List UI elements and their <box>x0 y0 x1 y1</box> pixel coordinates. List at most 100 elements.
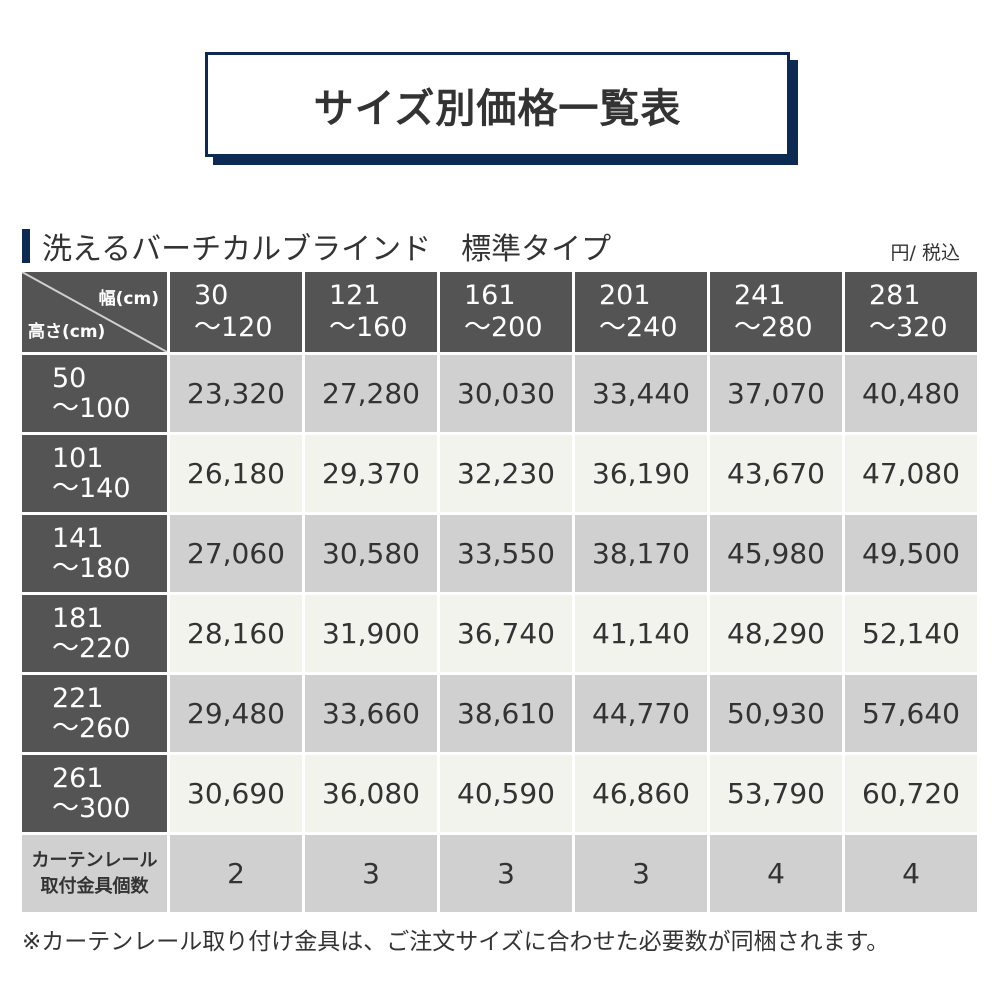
price-cell: 44,770 <box>575 675 707 752</box>
width-to: ～320 <box>869 312 948 343</box>
height-from: 261 <box>52 762 104 794</box>
footnote: ※カーテンレール取り付け金具は、ご注文サイズに合わせた必要数が同梱されます。 <box>22 929 890 955</box>
bracket-count-cell: 3 <box>305 835 437 912</box>
label-line: 取付金具個数 <box>40 875 149 897</box>
price-cell: 30,030 <box>440 355 572 432</box>
height-to: ～100 <box>52 392 131 424</box>
height-from: 141 <box>52 522 104 554</box>
width-from: 281 <box>869 280 921 311</box>
price-cell: 46,860 <box>575 755 707 832</box>
column-header: 161 ～200 <box>440 272 572 352</box>
price-cell: 38,610 <box>440 675 572 752</box>
bracket-count-cell: 4 <box>710 835 842 912</box>
price-cell: 52,140 <box>845 595 977 672</box>
width-from: 30 <box>194 280 229 311</box>
price-cell: 32,230 <box>440 435 572 512</box>
price-cell: 26,180 <box>170 435 302 512</box>
diagonal-line <box>22 272 167 352</box>
price-cell: 60,720 <box>845 755 977 832</box>
price-table: 幅(cm) 高さ(cm) 30 ～120 121 ～160 161 ～200 201 ～240… <box>19 269 980 915</box>
height-to: ～260 <box>52 712 131 744</box>
price-cell: 37,070 <box>710 355 842 432</box>
column-header: 121 ～160 <box>305 272 437 352</box>
bracket-count-label: カーテンレール 取付金具個数 <box>22 835 167 912</box>
width-to: ～120 <box>194 312 273 343</box>
price-cell: 43,670 <box>710 435 842 512</box>
price-cell: 50,930 <box>710 675 842 752</box>
table-row: 101 ～140 26,180 29,370 32,230 36,190 43,670 47,… <box>22 435 977 512</box>
table-row: 181 ～220 28,160 31,900 36,740 41,140 48,290 52,… <box>22 595 977 672</box>
table-row: 50 ～100 23,320 27,280 30,030 33,440 37,070 40,4… <box>22 355 977 432</box>
price-cell: 36,740 <box>440 595 572 672</box>
table-row: 261 ～300 30,690 36,080 40,590 46,860 53,790 60,… <box>22 755 977 832</box>
header-row: 幅(cm) 高さ(cm) 30 ～120 121 ～160 161 ～200 201 ～240… <box>22 272 977 352</box>
price-cell: 40,480 <box>845 355 977 432</box>
column-header: 201 ～240 <box>575 272 707 352</box>
height-from: 181 <box>52 602 104 634</box>
height-from: 101 <box>52 442 104 474</box>
price-cell: 47,080 <box>845 435 977 512</box>
price-cell: 23,320 <box>170 355 302 432</box>
height-label: 高さ(cm) <box>28 322 106 342</box>
height-to: ～180 <box>52 552 131 584</box>
price-cell: 29,370 <box>305 435 437 512</box>
price-cell: 36,080 <box>305 755 437 832</box>
width-from: 201 <box>599 280 651 311</box>
price-cell: 36,190 <box>575 435 707 512</box>
row-header: 50 ～100 <box>22 355 167 432</box>
row-header: 141 ～180 <box>22 515 167 592</box>
price-cell: 33,550 <box>440 515 572 592</box>
width-to: ～240 <box>599 312 678 343</box>
width-to: ～200 <box>464 312 543 343</box>
price-cell: 30,580 <box>305 515 437 592</box>
corner-cell: 幅(cm) 高さ(cm) <box>22 272 167 352</box>
price-cell: 53,790 <box>710 755 842 832</box>
column-header: 281 ～320 <box>845 272 977 352</box>
price-cell: 27,060 <box>170 515 302 592</box>
row-header: 101 ～140 <box>22 435 167 512</box>
price-cell: 38,170 <box>575 515 707 592</box>
price-cell: 40,590 <box>440 755 572 832</box>
table-row: 141 ～180 27,060 30,580 33,550 38,170 45,980 49,… <box>22 515 977 592</box>
price-cell: 33,660 <box>305 675 437 752</box>
width-label: 幅(cm) <box>98 289 159 309</box>
column-header: 30 ～120 <box>170 272 302 352</box>
width-to: ～160 <box>329 312 408 343</box>
row-header: 221 ～260 <box>22 675 167 752</box>
title-box: サイズ別価格一覧表 <box>205 52 790 157</box>
height-to: ～140 <box>52 472 131 504</box>
price-cell: 31,900 <box>305 595 437 672</box>
price-cell: 49,500 <box>845 515 977 592</box>
row-header: 261 ～300 <box>22 755 167 832</box>
row-header: 181 ～220 <box>22 595 167 672</box>
price-cell: 29,480 <box>170 675 302 752</box>
column-header: 241 ～280 <box>710 272 842 352</box>
section-heading: 洗えるバーチカルブラインド 標準タイプ <box>22 226 612 267</box>
unit-label: 円/ 税込 <box>890 242 960 264</box>
width-from: 241 <box>734 280 786 311</box>
bracket-count-cell: 3 <box>575 835 707 912</box>
table-row: 221 ～260 29,480 33,660 38,610 44,770 50,930 57,… <box>22 675 977 752</box>
page-title: サイズ別価格一覧表 <box>313 85 682 132</box>
price-cell: 57,640 <box>845 675 977 752</box>
height-from: 50 <box>52 362 87 394</box>
width-from: 161 <box>464 280 516 311</box>
bracket-count-row: カーテンレール 取付金具個数 2 3 3 3 4 4 <box>22 835 977 912</box>
bracket-count-cell: 2 <box>170 835 302 912</box>
bracket-count-cell: 3 <box>440 835 572 912</box>
width-from: 121 <box>329 280 381 311</box>
price-cell: 33,440 <box>575 355 707 432</box>
height-to: ～220 <box>52 632 131 664</box>
price-cell: 30,690 <box>170 755 302 832</box>
height-from: 221 <box>52 682 104 714</box>
bracket-count-cell: 4 <box>845 835 977 912</box>
heading-bar <box>22 229 30 263</box>
price-cell: 41,140 <box>575 595 707 672</box>
price-cell: 45,980 <box>710 515 842 592</box>
price-cell: 27,280 <box>305 355 437 432</box>
price-cell: 28,160 <box>170 595 302 672</box>
label-line: カーテンレール <box>31 849 158 871</box>
height-to: ～300 <box>52 792 131 824</box>
section-title: 洗えるバーチカルブラインド 標準タイプ <box>42 232 612 267</box>
price-cell: 48,290 <box>710 595 842 672</box>
